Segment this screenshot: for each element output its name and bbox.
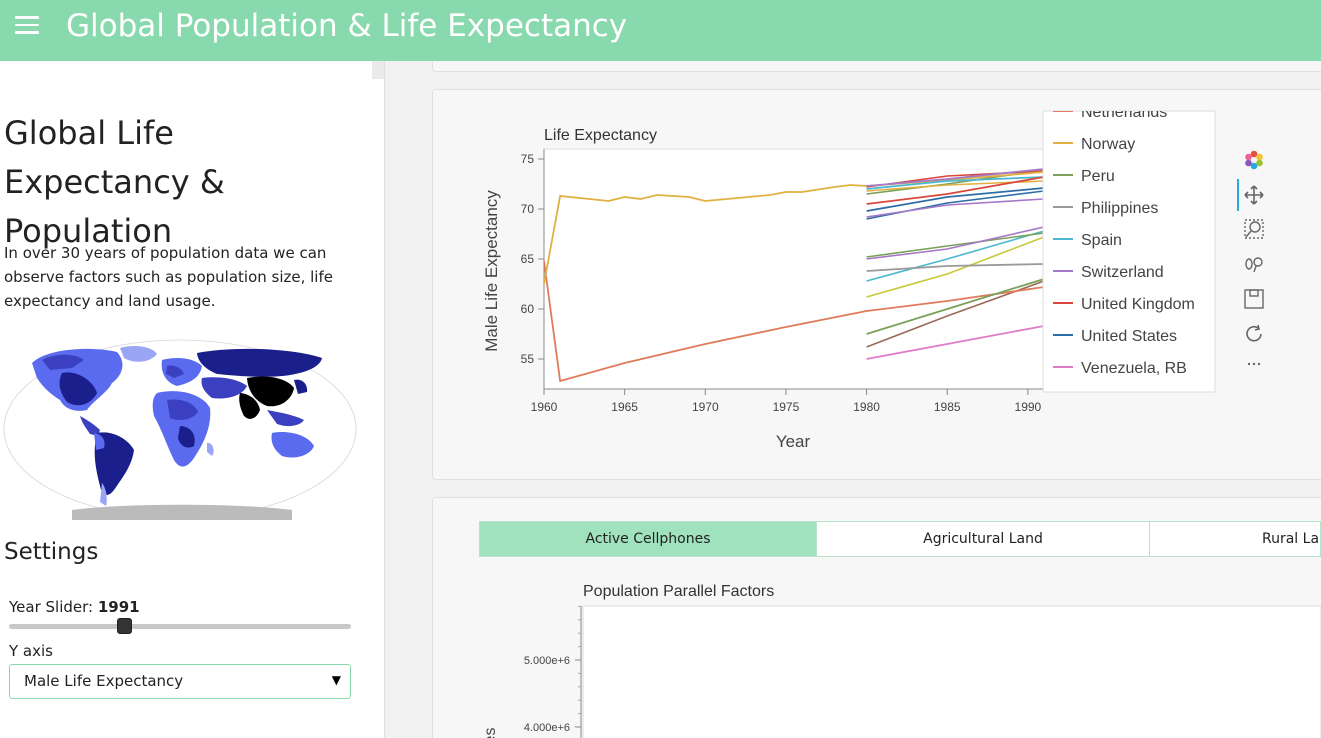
series-line [866,226,1044,260]
series-line-spain [866,176,1044,190]
hamburger-menu-icon[interactable] [15,16,39,36]
series-line [866,230,1044,282]
wheel-zoom-icon[interactable] [1243,253,1265,275]
x-tick-label: 1980 [853,400,880,414]
series-line-philippines [866,263,1044,272]
legend-item[interactable]: Philippines [1053,200,1158,217]
series-line [866,236,1044,298]
series-line-switzerland [866,168,1044,187]
save-icon[interactable] [1243,288,1265,310]
legend-label: United Kingdom [1081,296,1195,313]
x-tick-label: 1985 [934,400,961,414]
chart2-plot-area [582,605,1321,738]
legend-label: Peru [1081,168,1115,185]
series-line-norway [544,171,1044,285]
pan-icon[interactable] [1243,184,1265,206]
legend-item[interactable]: Netherlands [1053,104,1167,121]
legend-label: Switzerland [1081,264,1164,281]
x-tick-label: 1960 [531,400,558,414]
sidebar-description: In over 30 years of population data we c… [4,244,333,310]
reset-icon[interactable] [1243,323,1265,345]
y-axis-title: Male Life Expectancy [482,190,501,352]
y-tick-label: 65 [521,252,535,266]
x-tick-label: 1970 [692,400,719,414]
sidebar-scrollbar[interactable] [372,61,384,79]
legend-item[interactable]: Venezuela, RB [1053,360,1187,377]
settings-title: Settings [4,539,99,565]
x-tick-label: 1975 [773,400,800,414]
legend-label: Netherlands [1081,104,1167,121]
legend-box [1042,110,1216,393]
series-line-netherlands [544,260,1044,383]
x-tick-label: 1965 [611,400,638,414]
year-slider-handle[interactable] [117,618,133,634]
legend-item[interactable]: Spain [1053,232,1122,249]
series-line [866,198,1044,218]
y-tick-label: 55 [521,352,535,366]
year-slider-value: 1991 [97,598,140,616]
series-line-united-states [866,187,1044,212]
legend-label: United States [1081,328,1177,345]
chart2-title: Population Parallel Factors [583,583,774,600]
series-line-united-kingdom [866,176,1044,205]
tab-rural-land[interactable]: Rural Lan [1150,521,1321,557]
app-header: Global Population & Life Expectancy [0,0,1321,61]
plot-area [543,148,1045,390]
world-map-image [3,339,357,520]
y-tick-label: 75 [521,152,535,166]
chart2-y-tick-label: 4.000e+6 [524,722,570,734]
x-tick-label: 1990 [1015,400,1042,414]
legend-item[interactable]: United Kingdom [1053,296,1195,313]
factor-tabs: Active Cellphones Agricultural Land Rura… [479,521,1321,557]
life-expectancy-chart[interactable]: Life Expectancy 1960 1965 1970 1975 1980 1985… [432,89,1232,469]
more-icon[interactable] [1243,353,1265,375]
chart2-y-axis-title: es [482,728,499,738]
series-line [866,280,1044,348]
chart2-y-tick-label: 5.000e+6 [524,655,570,667]
y-axis-label: Y axis [9,642,53,660]
dropdown-arrow-icon: ▼ [331,673,341,687]
x-axis-label: Year [776,432,811,451]
chart-title: Life Expectancy [544,127,657,144]
legend-label: Spain [1081,232,1122,249]
tab-active-cellphones[interactable]: Active Cellphones [479,521,817,557]
legend-label: Norway [1081,136,1135,153]
app-title: Global Population & Life Expectancy [66,8,628,44]
legend-item[interactable]: Switzerland [1053,264,1164,281]
legend-item[interactable]: Peru [1053,168,1115,185]
population-parallel-chart[interactable]: Population Parallel Factors 5.000e+6 4.00… [480,570,1321,738]
active-tool-indicator [1237,179,1239,211]
tab-agricultural-land[interactable]: Agricultural Land [817,521,1150,557]
series-line-venezuela-rb [866,325,1044,360]
sidebar: Global Life Expectancy & Population In o… [0,61,385,738]
chart-toolbar [1237,145,1267,375]
legend-item[interactable]: Norway [1053,136,1135,153]
sidebar-heading: Global Life Expectancy & Population [4,114,225,250]
year-slider-label-text: Year Slider: [9,598,94,616]
bokeh-logo-icon[interactable] [1243,149,1265,171]
year-slider-track[interactable] [9,624,351,629]
series-line [866,232,1044,258]
legend-label: Philippines [1081,200,1158,217]
year-slider-label: Year Slider: 1991 [9,598,140,616]
y-tick-label: 70 [521,202,535,216]
series-line-peru [866,278,1044,335]
y-axis-select[interactable]: Male Life Expectancy ▼ [9,664,351,699]
legend-label: Venezuela, RB [1081,360,1187,377]
y-axis-select-value: Male Life Expectancy [24,672,184,690]
box-zoom-icon[interactable] [1243,218,1265,240]
y-tick-label: 60 [521,302,535,316]
legend-item[interactable]: United States [1053,328,1177,345]
